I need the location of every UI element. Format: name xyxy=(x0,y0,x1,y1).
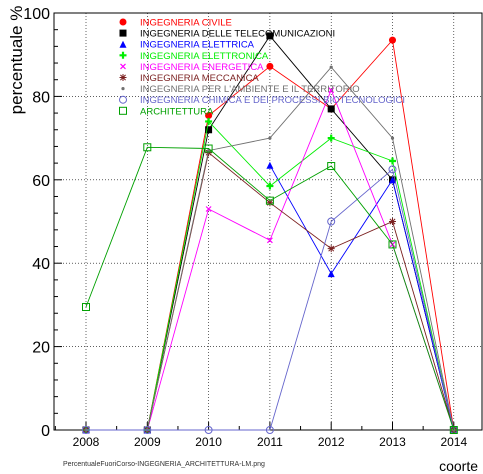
legend-entry: INGEGNERIA CIVILE xyxy=(119,18,232,29)
y-tick-label: 0 xyxy=(41,423,50,440)
data-point xyxy=(266,237,273,244)
data-point xyxy=(205,112,213,120)
x-axis-label: coorte xyxy=(439,458,478,474)
data-point xyxy=(205,206,212,212)
x-tick-label: 2013 xyxy=(379,435,406,449)
y-tick-label: 80 xyxy=(32,89,50,106)
plot-frame xyxy=(53,12,483,431)
data-point xyxy=(207,149,211,153)
x-tick-label: 2008 xyxy=(73,435,100,449)
legend-label: INGEGNERIA CIVILE xyxy=(140,18,232,29)
data-point xyxy=(327,217,336,226)
file-caption: PercentualeFuoriCorso-INGEGNERIA_ARCHITE… xyxy=(63,461,265,468)
data-point xyxy=(204,426,213,434)
data-point xyxy=(266,161,274,169)
data-point xyxy=(327,134,335,142)
data-point xyxy=(327,162,336,171)
data-point xyxy=(266,199,274,207)
legend-label: INGEGNERIA CHIMICA E DEI PROCESSI BIOTEC… xyxy=(140,95,405,106)
legend-label: INGEGNERIA DELLE TELECOMUNICAZIONI xyxy=(140,29,335,40)
data-point xyxy=(388,240,397,249)
data-point xyxy=(449,426,458,434)
legend-entry: INGEGNERIA ENERGETICA xyxy=(120,62,264,73)
legend-entry: INGEGNERIA ELETTRICA xyxy=(119,40,255,51)
y-tick-label: 60 xyxy=(32,173,50,190)
legend-label: ARCHITETTURA xyxy=(140,106,214,117)
y-tick-label: 100 xyxy=(23,6,50,23)
legend-marker xyxy=(119,106,127,115)
data-point xyxy=(82,302,90,311)
data-point xyxy=(388,165,397,174)
legend-label: INGEGNERIA MECCANICA xyxy=(140,73,259,84)
legend-label: INGEGNERIA PER L'AMBIENTE E IL TERRITORI… xyxy=(140,84,360,95)
data-point xyxy=(327,105,335,113)
data-point xyxy=(265,426,274,434)
y-axis-label: percentuale % xyxy=(7,6,26,115)
legend-marker xyxy=(119,40,127,48)
data-point xyxy=(329,65,333,69)
data-point xyxy=(266,62,274,70)
legend-marker xyxy=(121,87,125,91)
data-point xyxy=(327,245,335,253)
x-tick-label: 2011 xyxy=(257,435,283,449)
legend-marker xyxy=(119,29,127,37)
legend-marker xyxy=(120,63,126,70)
legend-entry: INGEGNERIA CHIMICA E DEI PROCESSI BIOTEC… xyxy=(119,95,405,106)
data-point xyxy=(389,157,396,165)
data-point xyxy=(82,426,90,434)
legend-marker xyxy=(119,51,127,59)
data-point xyxy=(268,136,272,140)
legend-marker xyxy=(119,18,127,26)
x-tick-label: 2009 xyxy=(134,435,161,449)
legend-entry: INGEGNERIA MECCANICA xyxy=(119,73,259,84)
legend-label: INGEGNERIA ENERGETICA xyxy=(140,62,264,73)
y-tick-label: 20 xyxy=(32,340,50,357)
legend-label: INGEGNERIA ELETTRONICA xyxy=(140,51,269,62)
data-point xyxy=(266,182,274,190)
data-point xyxy=(265,196,274,205)
legend-marker xyxy=(119,95,127,104)
legend-entry: INGEGNERIA PER L'AMBIENTE E IL TERRITORI… xyxy=(121,84,360,95)
x-tick-label: 2010 xyxy=(195,435,222,449)
data-point xyxy=(327,270,335,278)
data-point xyxy=(143,143,152,152)
y-tick-label: 40 xyxy=(32,256,50,273)
data-point xyxy=(205,126,213,134)
series-line xyxy=(85,146,455,431)
series-5 xyxy=(82,149,458,434)
x-tick-label: 2012 xyxy=(318,435,345,449)
legend-entry: INGEGNERIA ELETTRONICA xyxy=(119,51,269,62)
data-point xyxy=(389,36,396,44)
x-tick-label: 2014 xyxy=(440,435,467,449)
data-point xyxy=(204,144,213,153)
legend-label: INGEGNERIA ELETTRICA xyxy=(140,40,255,51)
series-line xyxy=(86,168,455,431)
legend-entry: ARCHITETTURA xyxy=(119,106,214,117)
data-point xyxy=(205,117,213,125)
data-point xyxy=(389,176,396,184)
data-point xyxy=(389,218,396,225)
data-point xyxy=(328,87,335,94)
series-7 xyxy=(82,165,458,434)
legend-entry: INGEGNERIA DELLE TELECOMUNICAZIONI xyxy=(119,29,335,40)
data-point xyxy=(390,136,395,140)
data-point xyxy=(143,426,152,434)
data-point xyxy=(266,32,274,40)
series-8 xyxy=(82,143,458,434)
legend-marker xyxy=(119,74,127,81)
